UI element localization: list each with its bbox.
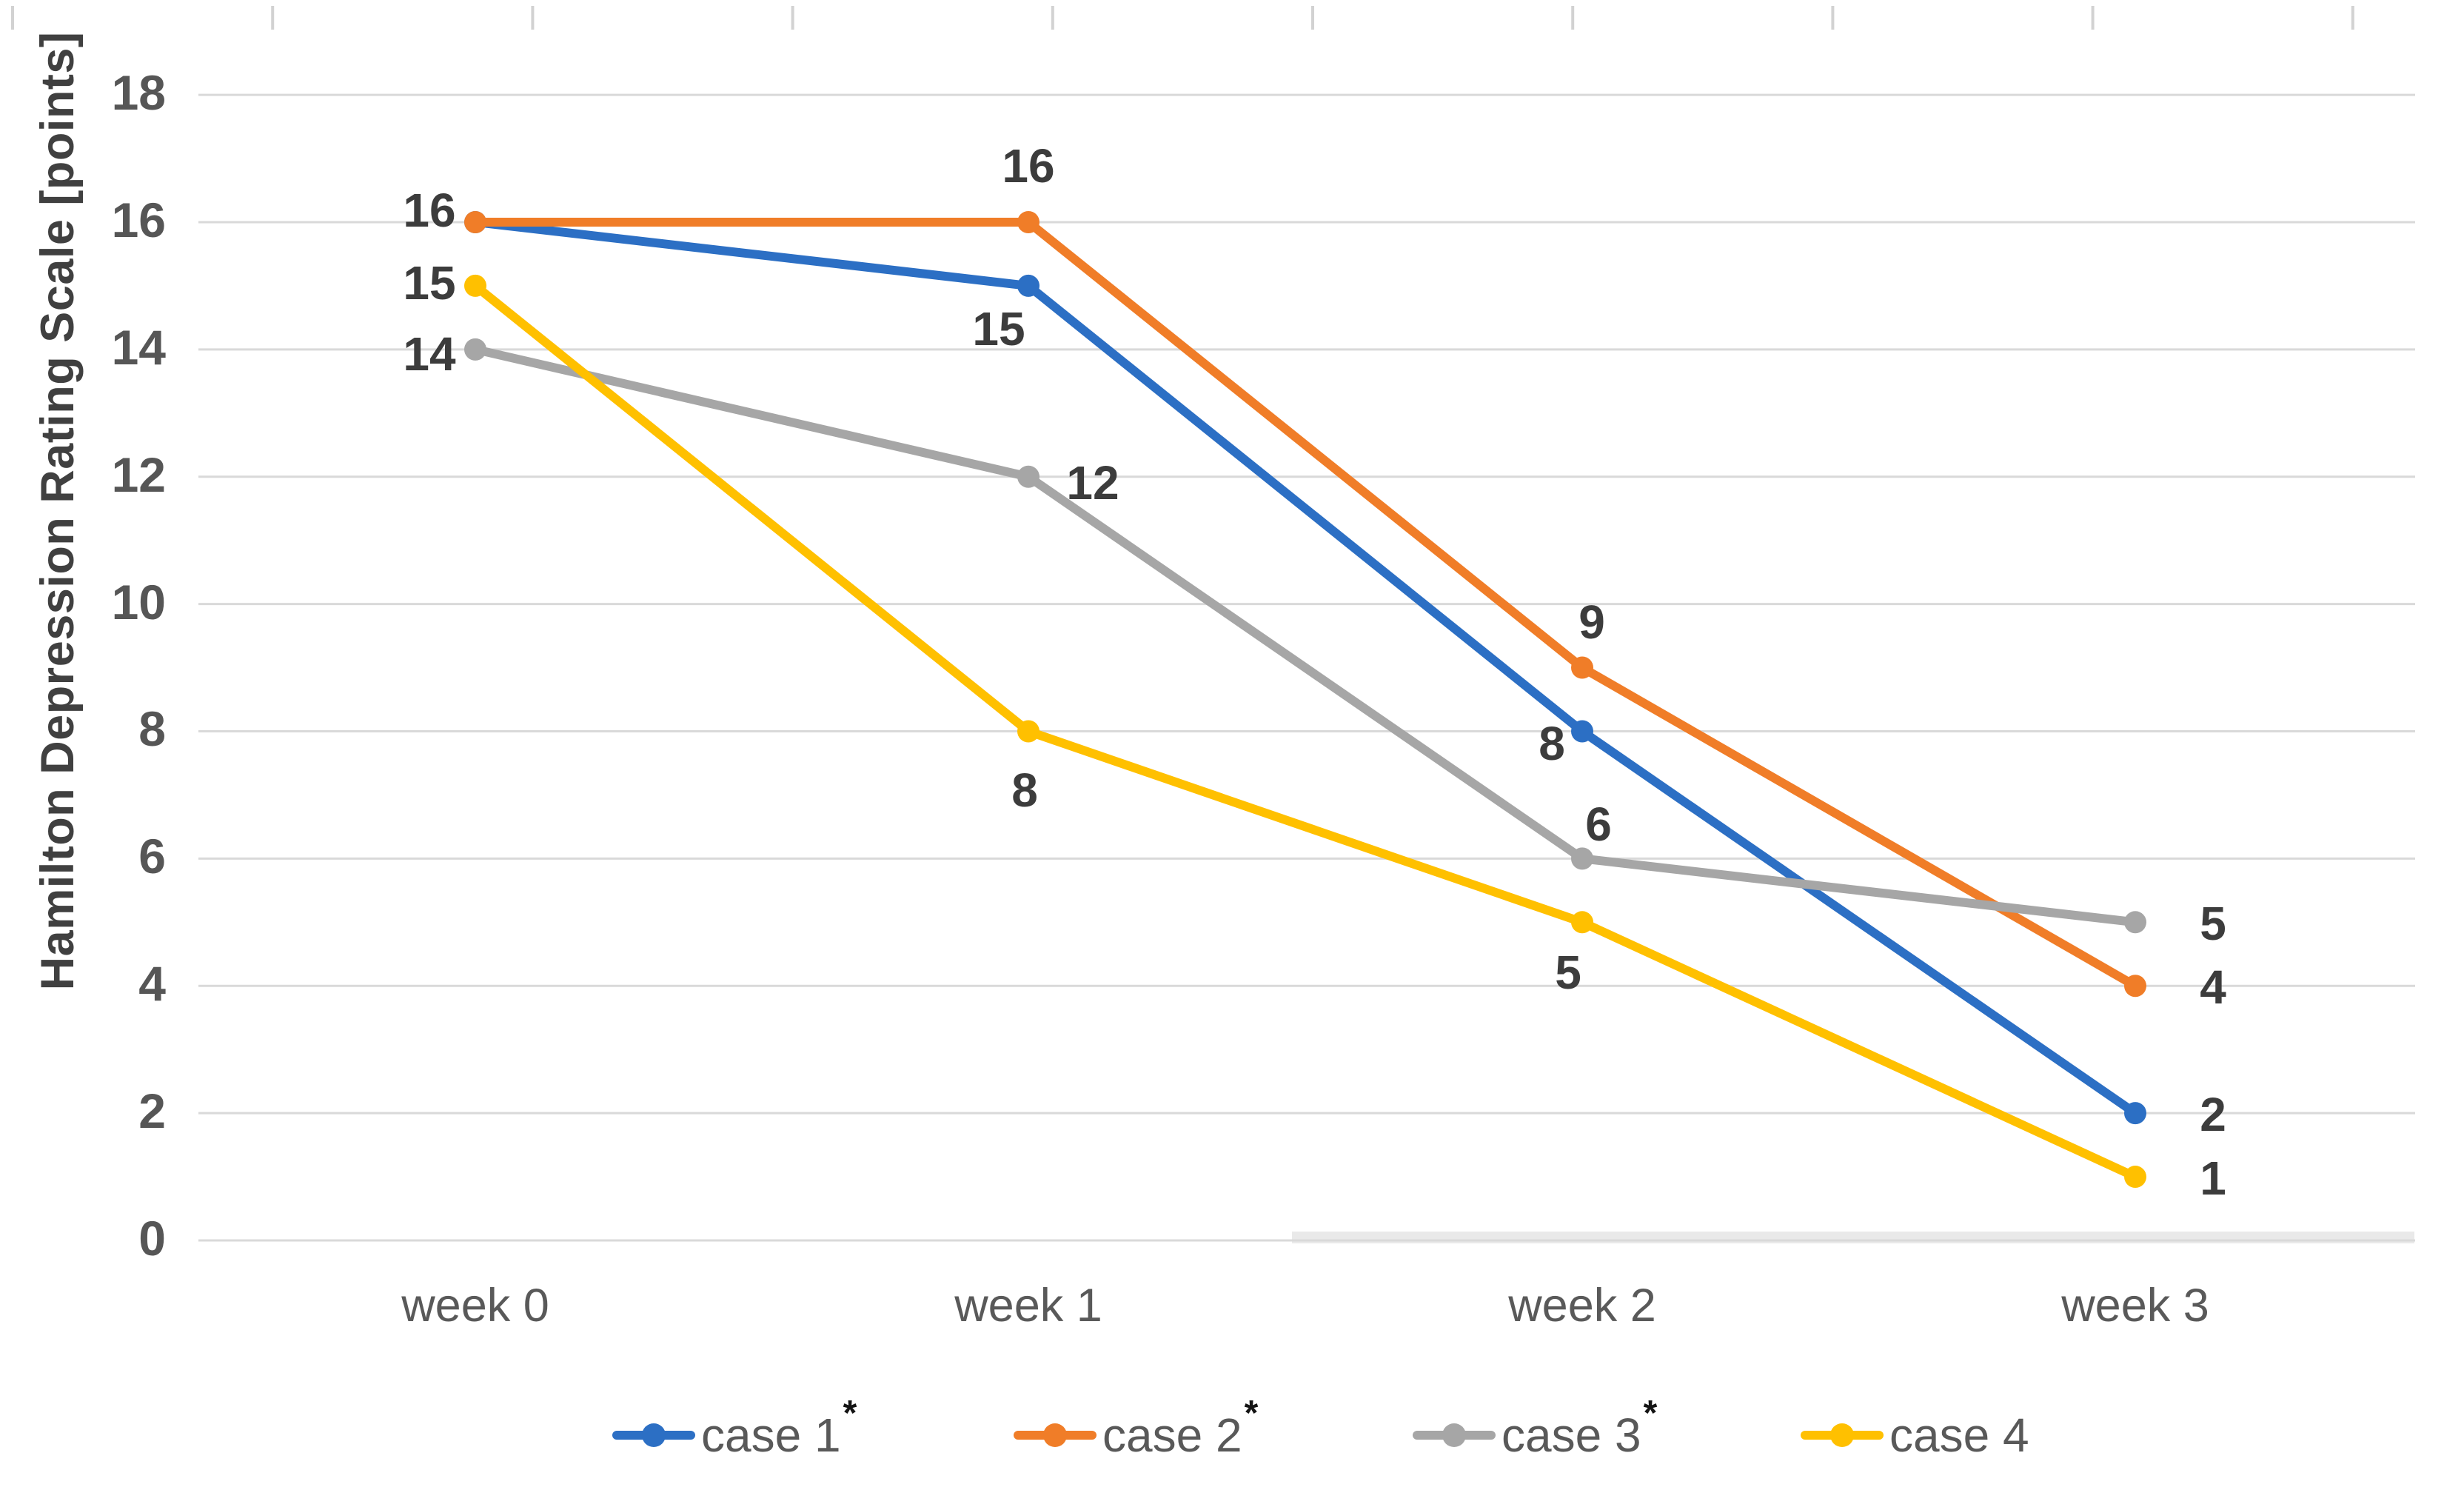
data-label-case-2-week-3: 4 xyxy=(2200,961,2226,1015)
legend-item-case-4: case 4 xyxy=(1801,1408,2029,1463)
data-point-case-2-week-0 xyxy=(464,210,486,233)
legend-marker-dot xyxy=(1442,1423,1466,1447)
x-tick-label-week-3: week 3 xyxy=(2061,1280,2209,1332)
legend-label: case 4 xyxy=(1889,1409,2029,1462)
data-point-case-3-week-1 xyxy=(1017,465,1040,488)
data-point-case-3-week-0 xyxy=(464,338,486,361)
data-label-case-2-week-0: 16 xyxy=(403,183,456,237)
y-tick-label-0: 0 xyxy=(138,1210,166,1266)
data-point-case-4-week-3 xyxy=(2124,1166,2146,1189)
legend-marker-dot xyxy=(1830,1423,1854,1447)
series-line-case-2 xyxy=(471,217,2140,991)
data-point-case-3-week-3 xyxy=(2124,911,2146,934)
data-label-case-3-week-0: 14 xyxy=(403,327,456,381)
baseline-band xyxy=(1292,1232,2414,1243)
data-point-case-2-week-2 xyxy=(1571,656,1593,679)
legend-label: case 3 xyxy=(1502,1409,1641,1462)
legend-label: case 1 xyxy=(701,1409,841,1462)
legend-marker-line xyxy=(1801,1423,1884,1447)
legend-marker-dot xyxy=(642,1423,666,1447)
data-label-case-4-week-0: 15 xyxy=(403,255,456,310)
series-line-case-4 xyxy=(471,281,2140,1182)
legend-label: case 2 xyxy=(1102,1409,1242,1462)
legend-asterisk: * xyxy=(843,1393,857,1433)
data-point-case-4-week-0 xyxy=(464,274,486,297)
data-point-case-4-week-1 xyxy=(1017,720,1040,743)
x-tick-label-week-0: week 0 xyxy=(401,1280,549,1332)
data-label-case-3-week-2: 6 xyxy=(1585,798,1612,852)
y-tick-label-6: 6 xyxy=(138,829,166,884)
series-line-case-1 xyxy=(471,217,2140,1118)
legend-item-case-1: case 1 * xyxy=(612,1394,857,1463)
data-label-case-1-week-3: 2 xyxy=(2200,1088,2226,1142)
y-tick-label-4: 4 xyxy=(138,956,166,1012)
data-label-case-4-week-1: 8 xyxy=(1011,764,1038,818)
legend-marker-dot xyxy=(1043,1423,1067,1447)
y-tick-label-12: 12 xyxy=(111,447,166,502)
data-label-case-3-week-3: 5 xyxy=(2200,897,2226,951)
legend-marker-line xyxy=(1413,1423,1496,1447)
data-label-case-1-week-1: 15 xyxy=(972,301,1025,355)
data-label-case-4-week-3: 1 xyxy=(2200,1152,2226,1206)
y-tick-label-8: 8 xyxy=(138,701,166,757)
data-label-case-2-week-2: 9 xyxy=(1578,595,1605,649)
data-point-case-3-week-2 xyxy=(1571,847,1593,870)
data-point-case-1-week-1 xyxy=(1017,274,1040,297)
legend-item-case-2: case 2 * xyxy=(1014,1394,1258,1463)
x-tick-label-week-2: week 2 xyxy=(1508,1280,1656,1332)
y-tick-label-10: 10 xyxy=(111,574,166,629)
legend-item-case-3: case 3 * xyxy=(1413,1394,1657,1463)
legend-marker-line xyxy=(1014,1423,1097,1447)
y-tick-label-2: 2 xyxy=(138,1083,166,1139)
data-point-case-2-week-3 xyxy=(2124,975,2146,998)
legend-asterisk: * xyxy=(1244,1393,1259,1433)
series-line-case-3 xyxy=(471,344,2140,927)
data-label-case-2-week-1: 16 xyxy=(1002,138,1055,193)
y-tick-label-18: 18 xyxy=(111,65,166,121)
data-point-case-4-week-2 xyxy=(1571,911,1593,934)
data-label-case-1-week-2: 8 xyxy=(1539,717,1565,771)
x-tick-label-week-1: week 1 xyxy=(954,1280,1102,1332)
data-label-case-3-week-1: 12 xyxy=(1066,455,1119,510)
legend-asterisk: * xyxy=(1643,1393,1658,1433)
data-point-case-1-week-2 xyxy=(1571,720,1593,743)
data-label-case-4-week-2: 5 xyxy=(1555,946,1581,1000)
y-tick-label-16: 16 xyxy=(111,192,166,247)
data-point-case-2-week-1 xyxy=(1017,210,1040,233)
y-tick-label-14: 14 xyxy=(111,319,166,375)
data-point-case-1-week-3 xyxy=(2124,1102,2146,1125)
legend-marker-line xyxy=(612,1423,695,1447)
